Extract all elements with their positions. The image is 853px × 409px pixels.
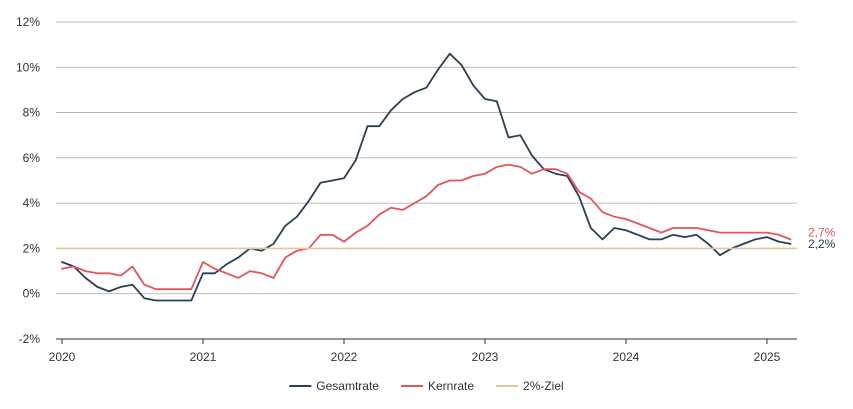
gridlines bbox=[56, 21, 797, 340]
legend-item-2-ziel: 2%-Ziel bbox=[496, 379, 564, 393]
x-tick-label: 2020 bbox=[49, 350, 76, 364]
y-tick-label: 2% bbox=[23, 241, 41, 255]
x-axis-ticks: 2020 2021 2022 2023 2024 2025 bbox=[49, 339, 781, 364]
series-lines bbox=[56, 52, 797, 302]
y-tick-label: 6% bbox=[23, 151, 41, 165]
end-label-kernrate: 2,7% bbox=[808, 226, 836, 240]
legend: Gesamtrate Kernrate 2%-Ziel bbox=[289, 379, 564, 393]
y-tick-label: 10% bbox=[16, 60, 40, 74]
x-tick-label: 2025 bbox=[754, 350, 781, 364]
y-tick-label: 8% bbox=[23, 106, 41, 120]
x-tick-label: 2021 bbox=[190, 350, 217, 364]
end-labels: 2,2%2,7% bbox=[808, 226, 836, 251]
series-line-kernrate bbox=[61, 163, 792, 291]
series-line-gesamtrate bbox=[61, 52, 792, 302]
y-tick-label: -2% bbox=[19, 332, 41, 346]
x-tick-label: 2022 bbox=[331, 350, 358, 364]
x-tick-label: 2024 bbox=[613, 350, 640, 364]
legend-label: Gesamtrate bbox=[316, 379, 379, 393]
legend-label: 2%-Ziel bbox=[523, 379, 564, 393]
legend-item-kernrate: Kernrate bbox=[400, 379, 474, 393]
y-tick-label: 12% bbox=[16, 15, 40, 29]
y-tick-label: 4% bbox=[23, 196, 41, 210]
legend-item-gesamtrate: Gesamtrate bbox=[289, 379, 379, 393]
y-tick-label: 0% bbox=[23, 287, 41, 301]
end-label-gesamtrate: 2,2% bbox=[808, 237, 836, 251]
x-tick-label: 2023 bbox=[472, 350, 499, 364]
y-axis-ticks: 12% 10% 8% 6% 4% 2% 0% -2% bbox=[16, 15, 40, 346]
legend-label: Kernrate bbox=[428, 379, 474, 393]
